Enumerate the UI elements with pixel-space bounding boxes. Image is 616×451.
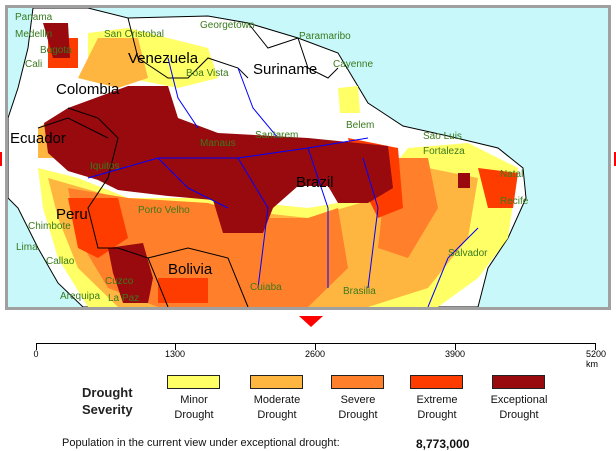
city-label: Cuzco — [105, 276, 134, 287]
population-label: Population in the current view under exc… — [62, 437, 340, 449]
city-label: Lima — [16, 242, 38, 253]
scale-tick-label: 5200 km — [585, 349, 607, 369]
legend-swatch — [167, 375, 220, 389]
exceptional-drought-area — [43, 23, 470, 303]
city-label: Callao — [46, 256, 75, 267]
legend-label: Exceptional Drought — [490, 394, 548, 421]
city-label: Bogota — [40, 45, 72, 56]
country-label-brazil: Brazil — [296, 174, 334, 191]
legend-swatch — [410, 375, 463, 389]
legend-title: Drought Severity — [82, 385, 133, 417]
city-label: Recife — [500, 196, 529, 207]
city-label: Panama — [15, 12, 53, 23]
city-label: La Paz — [108, 293, 140, 304]
country-label-suriname: Suriname — [253, 61, 318, 78]
city-label: Cuiaba — [250, 282, 282, 293]
city-label: Boa Vista — [186, 68, 229, 79]
scale-tick-label: 3900 — [444, 349, 466, 359]
legend-swatch — [492, 375, 545, 389]
city-label: Brasilia — [343, 286, 376, 297]
legend-label: Severe Drought — [338, 394, 378, 421]
city-label: Cayenne — [333, 59, 374, 70]
pan-right-handle[interactable] — [614, 152, 616, 166]
drought-map[interactable]: Venezuela Suriname Colombia Ecuador Braz… — [5, 5, 611, 310]
country-label-ecuador: Ecuador — [10, 130, 66, 147]
city-label: Paramaribo — [299, 31, 351, 42]
city-label: Cali — [25, 59, 43, 70]
city-label: Medellin — [15, 29, 53, 40]
pan-left-handle[interactable] — [0, 152, 2, 166]
map-canvas — [8, 8, 527, 307]
scale-tick-label: 1300 — [164, 349, 186, 359]
city-label: Arequipa — [60, 291, 101, 302]
country-label-peru: Peru — [56, 206, 88, 223]
city-label: Fortaleza — [423, 146, 465, 157]
city-label: Salvador — [448, 248, 488, 259]
scale-tick-label: 0 — [33, 349, 39, 359]
city-label: San Cristobal — [104, 29, 165, 40]
country-borders — [37, 17, 339, 307]
country-label-venezuela: Venezuela — [128, 50, 199, 67]
legend-swatch — [331, 375, 384, 389]
city-label: Manaus — [200, 138, 236, 149]
rivers — [87, 57, 479, 307]
scale-bar — [36, 343, 596, 350]
city-label: Santarem — [255, 130, 299, 141]
city-label: Belem — [346, 120, 375, 131]
city-label: Iquitos — [90, 161, 120, 172]
scale-tick-label: 2600 — [304, 349, 326, 359]
scale-marker-arrow[interactable] — [299, 316, 323, 327]
country-label-bolivia: Bolivia — [168, 261, 213, 278]
legend-label: Moderate Drought — [253, 394, 301, 421]
city-label: Natal — [500, 169, 524, 180]
population-value: 8,773,000 — [416, 437, 470, 451]
city-label: Chimbote — [28, 221, 71, 232]
country-label-colombia: Colombia — [56, 81, 120, 98]
city-label: Porto Velho — [138, 205, 190, 216]
city-label: Sao Luis — [423, 131, 462, 142]
legend-label: Extreme Drought — [416, 394, 458, 421]
city-label: Georgetown — [200, 20, 255, 31]
legend-swatch — [250, 375, 303, 389]
legend-label: Minor Drought — [174, 394, 214, 421]
